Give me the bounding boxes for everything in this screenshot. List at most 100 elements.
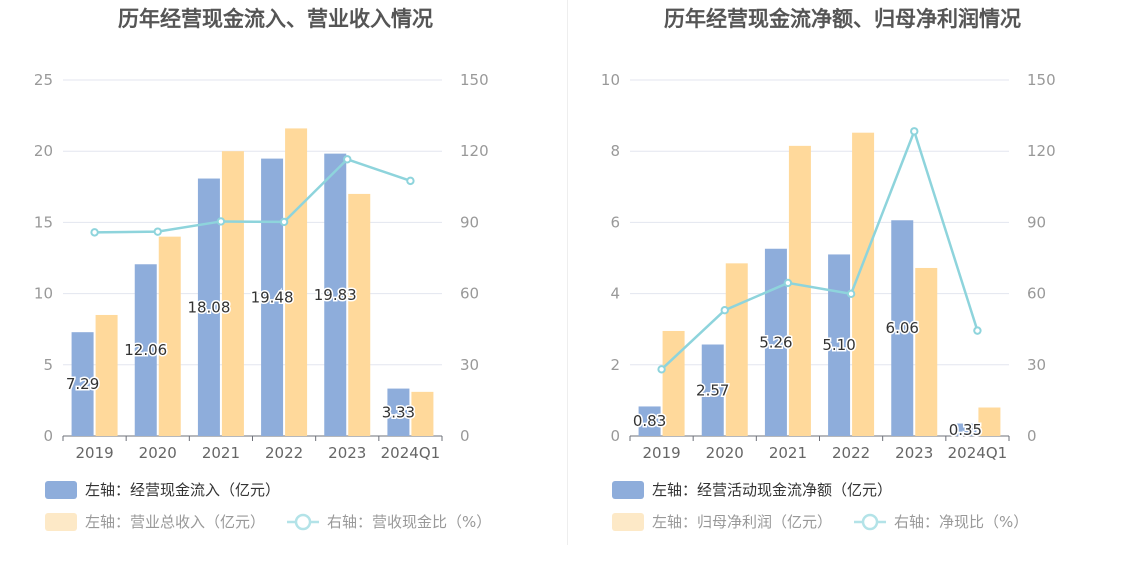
panel-divider [567, 0, 568, 545]
line-point [406, 176, 415, 186]
y-left-tick-label: 20 [34, 142, 53, 160]
data-label: 12.06 [124, 341, 167, 359]
chart-svg: 历年经营现金流入、营业收入情况 0 5 10 15 20 25 0 30 60 90 120 150 20… [34, 7, 491, 531]
chart-panel-net-cash-profit: 历年经营现金流净额、归母净利润情况 0 2 4 6 8 10 0 30 60 90 120 150 201… [567, 0, 1134, 582]
bar [764, 248, 787, 436]
data-label: 5.26 [759, 333, 792, 351]
bar [197, 178, 220, 436]
bar [285, 128, 308, 436]
data-label: 19.48 [251, 288, 294, 306]
line-series [660, 127, 979, 371]
x-tick-label: 2023 [895, 444, 933, 462]
x-tick-label: 2024Q1 [381, 444, 441, 462]
data-label: 0.83 [633, 412, 666, 430]
legend-marker [294, 513, 312, 531]
legend-item: 左轴：经营现金流入（亿元） [45, 481, 280, 499]
legend-label: 左轴：营业总收入（亿元） [85, 513, 265, 531]
bar [71, 332, 94, 436]
bar [852, 132, 875, 437]
bar [701, 344, 724, 436]
y-right-tick-label: 60 [460, 285, 479, 303]
line-point [153, 227, 162, 236]
y-right-tick-label: 30 [1027, 356, 1046, 374]
y-right-tick-label: 90 [460, 213, 479, 231]
chart-panel-cash-inflow-revenue: 历年经营现金流入、营业收入情况 0 5 10 15 20 25 0 30 60 90 120 150 20… [34, 7, 491, 531]
line-series [94, 157, 411, 234]
legend-label: 左轴：归母净利润（亿元） [652, 513, 832, 531]
line-point [720, 306, 729, 315]
chart-title: 历年经营现金流入、营业收入情况 [118, 7, 433, 31]
bar [662, 330, 685, 436]
data-label: 19.83 [314, 286, 357, 304]
x-tick-label: 2023 [328, 444, 366, 462]
data-label: 6.06 [886, 319, 919, 337]
y-right-tick-label: 90 [1027, 213, 1046, 231]
line-point [343, 155, 352, 164]
x-tick-label: 2022 [832, 444, 870, 462]
y-right-tick-label: 30 [460, 356, 479, 374]
data-label: 2.57 [696, 381, 729, 399]
bar [95, 314, 118, 436]
y-left-tick-label: 0 [43, 427, 53, 445]
bar [324, 153, 347, 437]
y-left-tick-label: 2 [610, 356, 620, 374]
legend-swatch [45, 513, 77, 531]
legend-item: 左轴：归母净利润（亿元） [612, 513, 832, 531]
data-label: 0.35 [949, 421, 982, 439]
legend-item: 右轴：净现比（%） [854, 513, 1028, 531]
x-tick-label: 2020 [139, 444, 177, 462]
y-left-tick-label: 15 [34, 213, 53, 231]
line-point [90, 228, 99, 237]
legend-item: 右轴：营收现金比（%） [287, 513, 491, 531]
x-tick-label: 2021 [202, 444, 240, 462]
bar [387, 388, 410, 436]
y-left-tick-label: 0 [610, 427, 620, 445]
bar [638, 406, 661, 436]
data-label: 7.29 [66, 375, 99, 393]
line-point [783, 278, 793, 288]
x-tick-label: 2024Q1 [948, 444, 1008, 462]
x-tick-label: 2019 [75, 444, 113, 462]
data-label: 5.10 [822, 336, 855, 354]
bar [954, 423, 977, 436]
bar [891, 220, 914, 436]
bar [788, 145, 811, 437]
bar [158, 236, 181, 436]
y-right-tick-label: 120 [1027, 142, 1056, 160]
chart-svg: 历年经营现金流净额、归母净利润情况 0 2 4 6 8 10 0 30 60 90 120 150 201… [601, 7, 1056, 531]
bar [134, 264, 157, 436]
x-tick-label: 2019 [642, 444, 680, 462]
bar [221, 151, 244, 436]
x-tick-label: 2021 [769, 444, 807, 462]
y-right-tick-label: 0 [1027, 427, 1037, 445]
bar [725, 263, 748, 436]
x-tick-label: 2022 [265, 444, 303, 462]
line-point [846, 289, 856, 299]
bar [978, 407, 1001, 436]
y-right-tick-label: 150 [460, 71, 489, 89]
bar [828, 254, 851, 436]
data-label: 3.33 [382, 403, 415, 421]
y-right-tick-label: 150 [1027, 71, 1056, 89]
y-right-tick-label: 120 [460, 142, 489, 160]
line-point [657, 365, 666, 374]
y-left-tick-label: 25 [34, 71, 53, 89]
legend-label: 左轴：经营现金流入（亿元） [85, 481, 280, 499]
x-tick-label: 2020 [706, 444, 744, 462]
legend-item: 左轴：营业总收入（亿元） [45, 513, 265, 531]
line-point [973, 326, 982, 335]
line-point [279, 217, 289, 227]
bar [261, 158, 284, 436]
data-label: 18.08 [187, 298, 230, 316]
line-point [910, 127, 919, 136]
bar [915, 267, 938, 436]
y-right-tick-label: 0 [460, 427, 470, 445]
legend-label: 右轴：净现比（%） [894, 513, 1028, 531]
bar [348, 193, 371, 436]
y-left-tick-label: 10 [601, 71, 620, 89]
y-right-tick-label: 60 [1027, 285, 1046, 303]
line-point [216, 217, 226, 226]
chart-title: 历年经营现金流净额、归母净利润情况 [664, 7, 1021, 31]
y-left-tick-label: 6 [610, 213, 620, 231]
legend-swatch [612, 513, 644, 531]
